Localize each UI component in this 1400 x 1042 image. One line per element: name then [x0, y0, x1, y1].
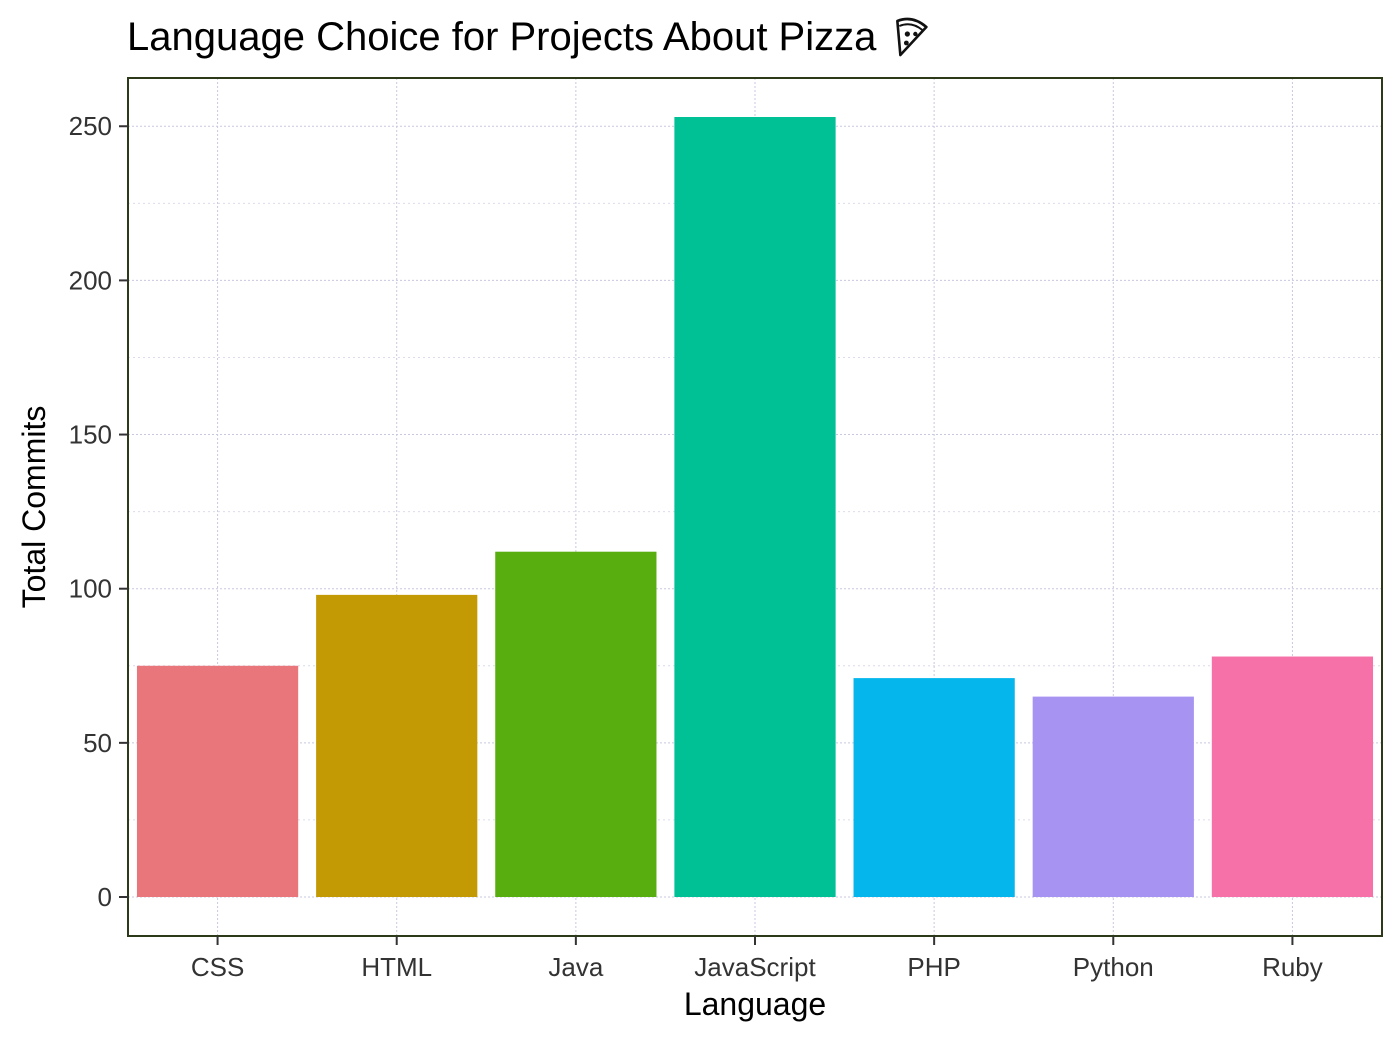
- y-tick-label: 50: [83, 728, 112, 758]
- x-tick-label: Java: [548, 952, 603, 982]
- chart-title: Language Choice for Projects About Pizza: [127, 15, 877, 59]
- x-tick-label: Python: [1073, 952, 1154, 982]
- x-axis-title: Language: [684, 986, 826, 1022]
- y-tick-label: 200: [69, 265, 112, 295]
- y-tick-label: 150: [69, 420, 112, 450]
- x-tick-label: CSS: [191, 952, 244, 982]
- bar-ruby: [1211, 656, 1374, 897]
- y-tick-label: 0: [98, 882, 112, 912]
- x-tick-label: PHP: [907, 952, 960, 982]
- x-tick-label: JavaScript: [694, 952, 816, 982]
- bar-javascript: [674, 117, 836, 897]
- bar-php: [853, 678, 1015, 897]
- y-tick-label: 250: [69, 111, 112, 141]
- bars: [136, 117, 1374, 897]
- y-axis: 0 50 100 150 200 250: [69, 111, 128, 912]
- x-tick-label: HTML: [361, 952, 432, 982]
- bar-python: [1032, 696, 1194, 897]
- bar-css: [136, 665, 299, 897]
- bar-html: [316, 594, 478, 897]
- x-tick-label: Ruby: [1262, 952, 1323, 982]
- pizza-slice-icon: [896, 17, 928, 57]
- bar-java: [495, 551, 657, 897]
- y-axis-title: Total Commits: [16, 406, 52, 609]
- y-tick-label: 100: [69, 574, 112, 604]
- x-axis: CSS HTML Java JavaScript PHP Python Ruby: [191, 936, 1323, 982]
- chart-title-group: Language Choice for Projects About Pizza: [127, 15, 928, 59]
